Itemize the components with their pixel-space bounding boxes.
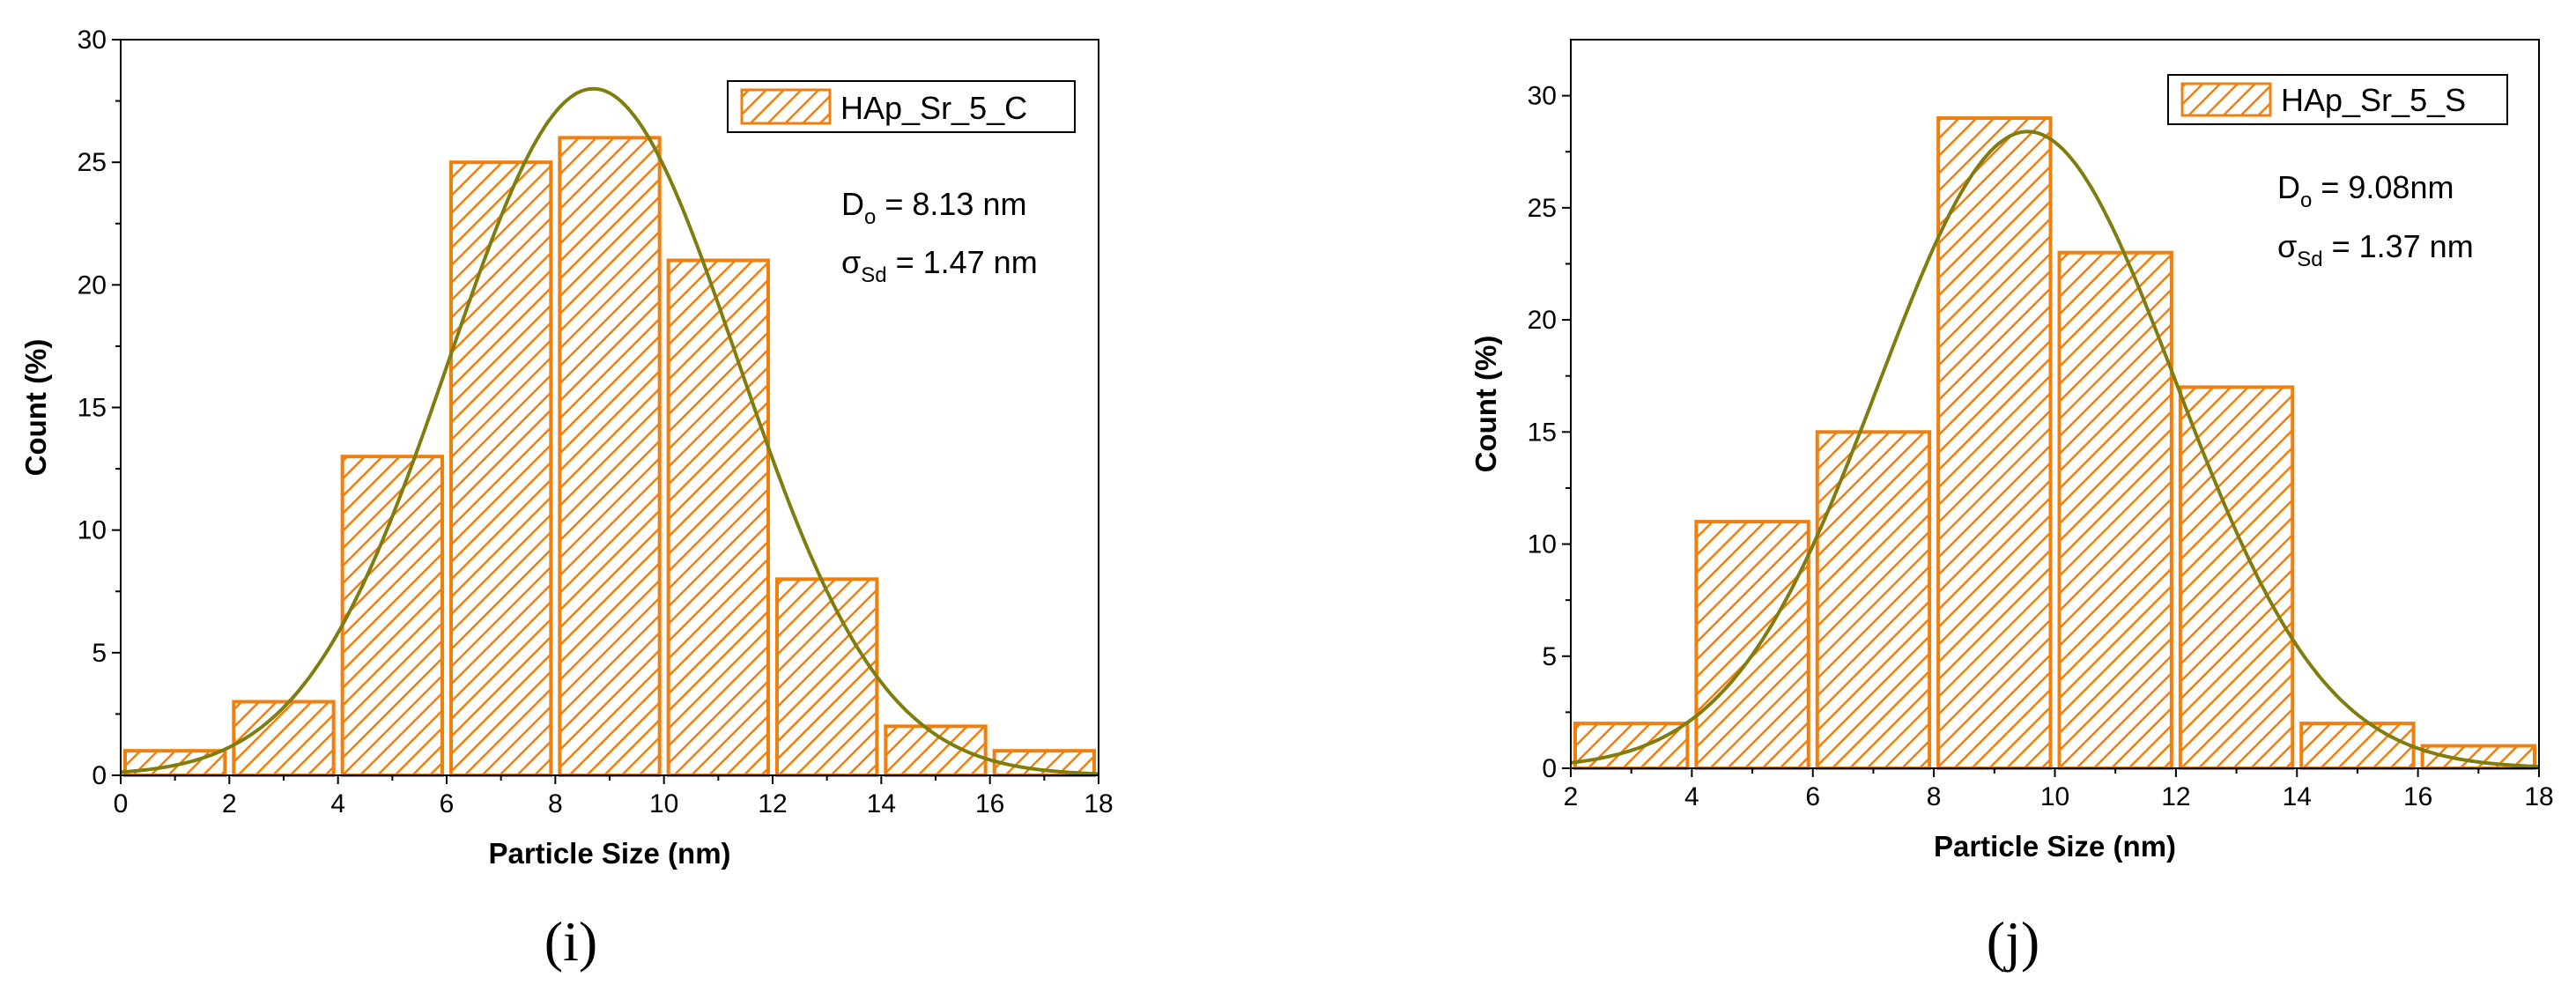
bars-group — [123, 136, 1096, 778]
histogram-panel-j: 2 4 6 8 10 12 14 16 18 0 5 10 15 20 25 30 Particle Siz… — [1469, 39, 2554, 973]
y-tick-label: 20 — [1528, 306, 1557, 335]
x-tick-label: 2 — [222, 789, 237, 818]
y-axis-label: Count (%) — [1469, 336, 1502, 473]
mean-value: = 9.08nm — [2312, 169, 2454, 205]
y-axis-ticks: 0 5 10 15 20 25 30 — [1528, 82, 1571, 783]
y-tick-label: 15 — [78, 394, 107, 423]
y-tick-label: 10 — [1528, 530, 1557, 559]
y-tick-label: 25 — [78, 148, 107, 177]
histogram-panel-i: 0 2 4 6 8 10 12 14 16 18 0 5 10 15 20 25 30 Particle Si… — [19, 26, 1114, 973]
x-tick-label: 6 — [1805, 782, 1820, 811]
mean-size-annotation: Do = 9.08nm — [2277, 169, 2454, 212]
std-value: = 1.47 nm — [887, 244, 1038, 280]
y-tick-label: 15 — [1528, 418, 1557, 447]
histogram-bar — [2299, 722, 2416, 770]
x-tick-label: 12 — [758, 789, 787, 818]
x-axis-ticks: 2 4 6 8 10 12 14 16 18 — [1564, 768, 2554, 811]
histogram-bar — [558, 136, 662, 778]
std-symbol: σ — [841, 244, 861, 280]
legend-label: HAp_Sr_5_S — [2281, 82, 2466, 118]
histogram-bar — [340, 455, 444, 778]
gaussian-fit-curve — [1570, 130, 2540, 769]
x-tick-label: 18 — [2524, 782, 2553, 811]
y-tick-label: 20 — [78, 270, 107, 300]
mean-subscript: o — [2300, 189, 2312, 212]
y-axis-label: Count (%) — [19, 339, 52, 477]
legend: HAp_Sr_5_C — [727, 80, 1076, 133]
std-dev-annotation: σSd = 1.47 nm — [841, 244, 1038, 287]
bars-group — [1573, 116, 2536, 771]
std-value: = 1.37 nm — [2323, 228, 2474, 264]
y-tick-label: 5 — [92, 639, 107, 668]
histogram-bar — [1815, 430, 1932, 770]
x-tick-label: 16 — [975, 789, 1004, 818]
x-tick-label: 14 — [867, 789, 896, 818]
std-subscript: Sd — [861, 263, 886, 287]
std-dev-annotation: σSd = 1.37 nm — [2277, 228, 2474, 271]
histogram-bar — [232, 700, 336, 777]
legend: HAp_Sr_5_S — [2167, 74, 2508, 125]
x-axis-ticks: 0 2 4 6 8 10 12 14 16 18 — [114, 775, 1114, 818]
histogram-bar — [1694, 520, 1810, 770]
legend-swatch — [740, 88, 832, 125]
x-tick-label: 14 — [2283, 782, 2312, 811]
y-tick-label: 25 — [1528, 194, 1557, 223]
histogram-bar — [449, 160, 553, 777]
legend-label: HAp_Sr_5_C — [840, 90, 1027, 126]
x-tick-label: 4 — [330, 789, 345, 818]
x-tick-label: 4 — [1684, 782, 1699, 811]
panel-label: (i) — [544, 910, 597, 973]
x-tick-label: 0 — [114, 789, 129, 818]
y-tick-label: 30 — [1528, 82, 1557, 111]
x-tick-label: 2 — [1564, 782, 1579, 811]
x-tick-label: 10 — [649, 789, 678, 818]
y-tick-label: 10 — [78, 516, 107, 545]
std-symbol: σ — [2277, 228, 2297, 264]
std-subscript: Sd — [2297, 248, 2322, 271]
mean-size-annotation: Do = 8.13 nm — [841, 186, 1026, 229]
x-tick-label: 8 — [548, 789, 563, 818]
histogram-bar — [1936, 116, 2053, 771]
x-tick-label: 10 — [2040, 782, 2069, 811]
x-tick-label: 12 — [2161, 782, 2190, 811]
mean-symbol: D — [2277, 169, 2300, 205]
y-tick-label: 30 — [78, 26, 107, 55]
y-tick-label: 0 — [92, 761, 107, 790]
x-axis-label: Particle Size (nm) — [488, 837, 730, 870]
gaussian-fit-curve — [120, 86, 1099, 776]
mean-symbol: D — [841, 186, 864, 222]
mean-value: = 8.13 nm — [876, 186, 1026, 222]
x-axis-label: Particle Size (nm) — [1934, 830, 2176, 863]
panel-label: (j) — [1987, 910, 2039, 973]
legend-swatch — [2180, 82, 2272, 117]
x-tick-label: 6 — [440, 789, 455, 818]
x-tick-label: 18 — [1084, 789, 1113, 818]
y-tick-label: 0 — [1542, 754, 1557, 783]
histogram-bar — [775, 577, 879, 777]
histogram-bar — [2178, 385, 2295, 770]
x-tick-label: 8 — [1927, 782, 1942, 811]
mean-subscript: o — [864, 205, 876, 229]
y-axis-ticks: 0 5 10 15 20 25 30 — [78, 26, 121, 790]
x-tick-label: 16 — [2403, 782, 2432, 811]
y-tick-label: 5 — [1542, 642, 1557, 671]
histogram-bar — [666, 258, 771, 777]
